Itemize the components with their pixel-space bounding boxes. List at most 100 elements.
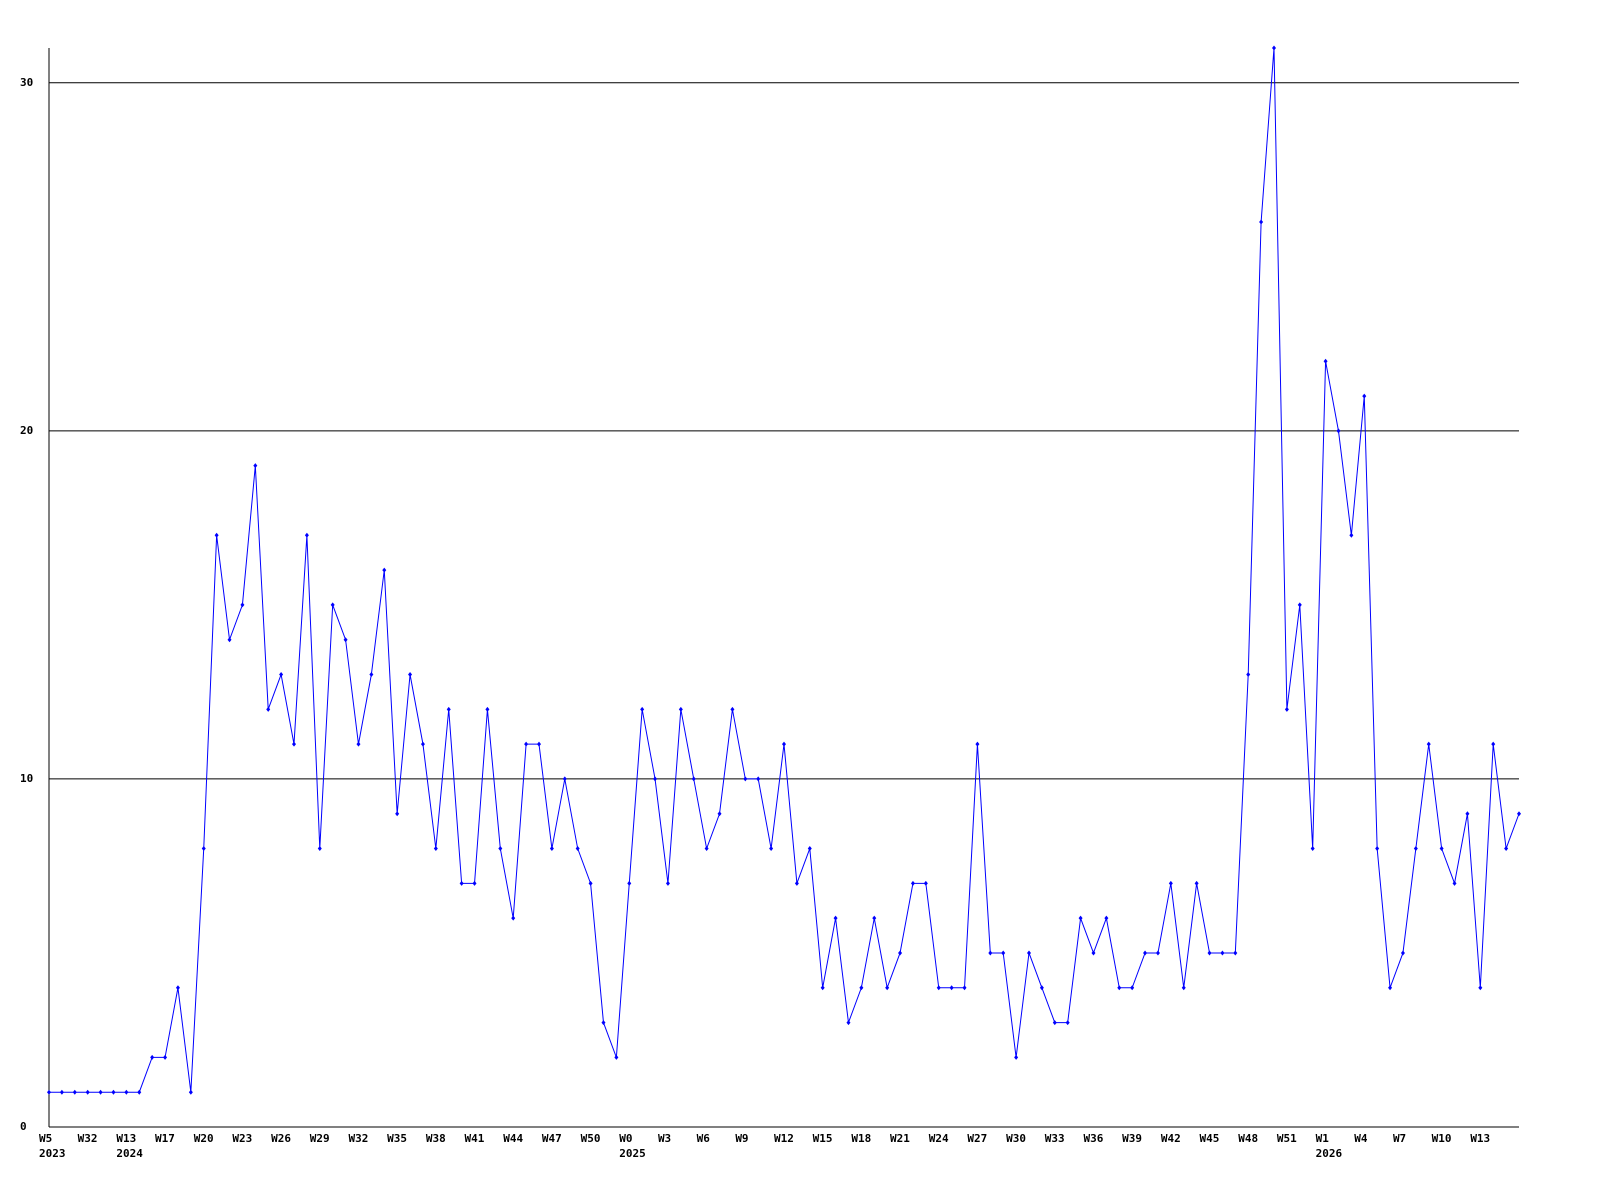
data-point: [1336, 428, 1341, 434]
x-tick-label: W23: [232, 1132, 252, 1145]
x-tick-label: W20: [194, 1132, 214, 1145]
x-tick-label: W5: [39, 1132, 52, 1145]
x-tick-label: W15: [813, 1132, 833, 1145]
data-point: [1065, 1020, 1070, 1026]
data-point: [898, 950, 903, 956]
x-tick-label: W7: [1393, 1132, 1406, 1145]
y-tick-label: 30: [20, 76, 33, 89]
data-point: [292, 741, 296, 747]
x-tick-label: W35: [387, 1132, 407, 1145]
x-tick-label: W9: [735, 1132, 748, 1145]
x-tick-label: W18: [851, 1132, 871, 1145]
data-point: [395, 811, 400, 817]
x-tick-label: W42: [1161, 1132, 1181, 1145]
data-point: [627, 880, 632, 886]
data-point: [59, 1089, 64, 1095]
data-point: [872, 915, 877, 921]
data-point: [820, 985, 825, 991]
data-point: [175, 985, 180, 991]
data-point: [588, 880, 593, 886]
data-point: [1375, 846, 1380, 852]
data-point: [743, 776, 748, 782]
x-tick-label: W21: [890, 1132, 910, 1145]
data-point: [1052, 1020, 1057, 1026]
data-point: [382, 567, 387, 573]
x-tick-label: W13: [1470, 1132, 1490, 1145]
data-point: [1207, 950, 1212, 956]
y-tick-label: 20: [20, 424, 33, 437]
data-point: [279, 672, 284, 678]
data-point: [1143, 950, 1148, 956]
data-point: [1413, 846, 1418, 852]
data-point: [1259, 219, 1264, 225]
data-point: [1465, 811, 1470, 817]
year-label: 2024: [116, 1147, 143, 1160]
data-point: [459, 880, 464, 886]
data-point: [962, 985, 967, 991]
data-point: [846, 1020, 851, 1026]
x-tick-label: W48: [1238, 1132, 1258, 1145]
data-point: [266, 706, 271, 712]
x-tick-label: W4: [1354, 1132, 1368, 1145]
data-point: [1349, 532, 1354, 538]
data-point: [1388, 985, 1393, 991]
data-point: [1272, 45, 1276, 51]
data-point: [240, 602, 245, 608]
data-line: [49, 47, 1520, 1093]
data-point: [137, 1089, 142, 1095]
x-tick-label: W33: [1045, 1132, 1065, 1145]
x-tick-label: W51: [1277, 1132, 1297, 1145]
data-point: [1220, 950, 1225, 956]
x-tick-label: W47: [542, 1132, 562, 1145]
data-point: [640, 706, 645, 712]
data-point: [1194, 880, 1199, 886]
data-point: [124, 1089, 129, 1095]
x-tick-label: W45: [1200, 1132, 1220, 1145]
data-point: [704, 846, 709, 852]
data-point: [562, 776, 567, 782]
year-label: 2023: [39, 1147, 66, 1160]
x-tick-label: W26: [271, 1132, 291, 1145]
data-point: [1039, 985, 1044, 991]
data-point: [1246, 672, 1251, 678]
y-tick-label: 10: [20, 772, 33, 785]
x-tick-label: W0: [619, 1132, 632, 1145]
x-tick-label: W24: [929, 1132, 949, 1145]
data-point: [1504, 846, 1509, 852]
data-point: [304, 532, 309, 538]
data-point: [665, 880, 670, 886]
x-tick-label: W6: [697, 1132, 711, 1145]
data-point: [988, 950, 993, 956]
data-point: [1284, 706, 1289, 712]
data-point: [1130, 985, 1135, 991]
x-tick-label: W1: [1316, 1132, 1330, 1145]
data-point: [1439, 846, 1444, 852]
data-point: [1014, 1054, 1019, 1060]
data-point: [549, 846, 554, 852]
data-point: [1426, 741, 1431, 747]
data-point: [769, 846, 774, 852]
x-tick-label: W44: [503, 1132, 523, 1145]
data-point: [833, 915, 838, 921]
data-point: [498, 846, 503, 852]
x-tick-label: W39: [1122, 1132, 1142, 1145]
data-point: [446, 706, 451, 712]
data-point: [1027, 950, 1031, 956]
data-point: [98, 1089, 103, 1095]
data-point: [1078, 915, 1083, 921]
data-point: [330, 602, 335, 608]
x-tick-label: W29: [310, 1132, 330, 1145]
data-point: [601, 1020, 606, 1026]
data-point: [910, 880, 915, 886]
data-point: [1310, 846, 1315, 852]
x-tick-label: W32: [78, 1132, 98, 1145]
x-tick-label: W30: [1006, 1132, 1026, 1145]
x-tick-label: W32: [348, 1132, 368, 1145]
data-point: [653, 776, 658, 782]
data-point: [1001, 950, 1006, 956]
data-point: [433, 846, 438, 852]
data-point: [691, 776, 696, 782]
data-point: [1400, 950, 1405, 956]
data-point: [794, 880, 799, 886]
data-point: [227, 637, 232, 643]
